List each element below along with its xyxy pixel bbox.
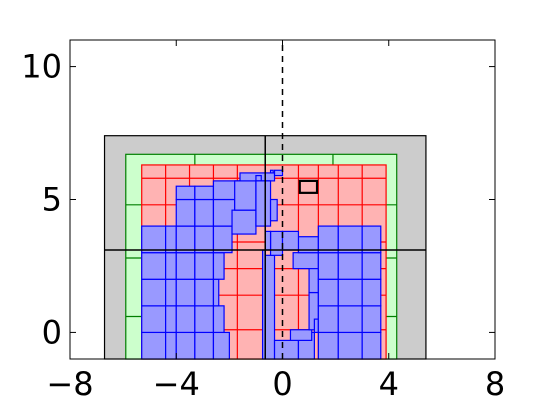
blue-cell <box>317 305 339 334</box>
blue-cell <box>212 225 233 254</box>
blue-cell <box>212 252 225 280</box>
blue-cell <box>273 339 300 360</box>
blue-cell <box>337 305 363 334</box>
blue-cell-layer <box>141 169 382 360</box>
blue-cell <box>165 305 177 334</box>
blue-cell <box>231 209 257 235</box>
blue-cell <box>361 252 382 280</box>
blue-cell <box>281 230 300 251</box>
blue-cell <box>212 305 225 334</box>
blue-cell <box>175 252 196 280</box>
blue-cell <box>194 331 215 360</box>
blue-cell <box>165 331 177 360</box>
x-tick-label: −4 <box>153 365 200 400</box>
blue-cell <box>337 278 363 307</box>
blue-cell <box>337 225 363 254</box>
blue-cell <box>317 225 339 254</box>
blue-cell <box>264 254 276 360</box>
blue-cell <box>269 169 274 174</box>
y-tick-label: 10 <box>21 48 62 86</box>
blue-cell <box>165 225 177 254</box>
blue-cell <box>308 265 319 294</box>
blue-cell <box>194 252 215 280</box>
x-tick-label: 4 <box>379 365 399 400</box>
blue-cell <box>175 278 196 307</box>
small-box <box>298 179 319 194</box>
x-tick-label: 0 <box>272 365 292 400</box>
y-tick-label: 5 <box>42 181 62 219</box>
blue-cell <box>361 331 382 360</box>
blue-cell <box>175 331 196 360</box>
blue-cell <box>165 278 177 307</box>
blue-cell <box>289 329 313 341</box>
blue-cell <box>175 185 196 201</box>
blue-cell <box>255 180 272 227</box>
overlay-lines-layer <box>104 40 426 359</box>
blue-cell <box>141 305 167 334</box>
blue-cell <box>175 225 196 254</box>
blue-cell <box>269 198 278 222</box>
blue-cell <box>273 169 284 177</box>
blue-cell <box>337 331 363 360</box>
x-tick-label: 8 <box>485 365 505 400</box>
blue-cell <box>175 198 196 227</box>
blue-cell <box>317 252 339 280</box>
blue-cell <box>292 252 319 270</box>
blue-cell <box>194 278 215 307</box>
blue-cell <box>212 278 220 307</box>
blue-cell <box>165 252 177 280</box>
blue-cell <box>212 331 230 360</box>
blue-cell <box>337 252 363 280</box>
blue-cell <box>317 331 339 360</box>
blue-cell <box>175 305 196 334</box>
blue-cell <box>194 305 215 334</box>
blue-cell <box>194 198 215 227</box>
blue-cell <box>141 331 167 360</box>
blue-cell <box>361 278 382 307</box>
blue-cell <box>141 278 167 307</box>
blue-cell <box>255 174 262 182</box>
blue-cell <box>264 230 272 251</box>
blue-cell <box>361 305 382 334</box>
x-tick-label: −8 <box>46 365 93 400</box>
y-tick-label: 0 <box>42 313 62 351</box>
blue-cell <box>194 225 215 254</box>
blue-cell <box>141 225 167 254</box>
blue-cell <box>141 252 167 280</box>
blue-cell <box>234 180 257 211</box>
blue-cell <box>317 278 339 307</box>
ticks-layer: −8 −4 0 4 8 0 5 10 <box>21 40 505 400</box>
blue-cell <box>269 230 284 256</box>
blue-cell <box>361 225 382 254</box>
blue-cell <box>194 185 215 201</box>
